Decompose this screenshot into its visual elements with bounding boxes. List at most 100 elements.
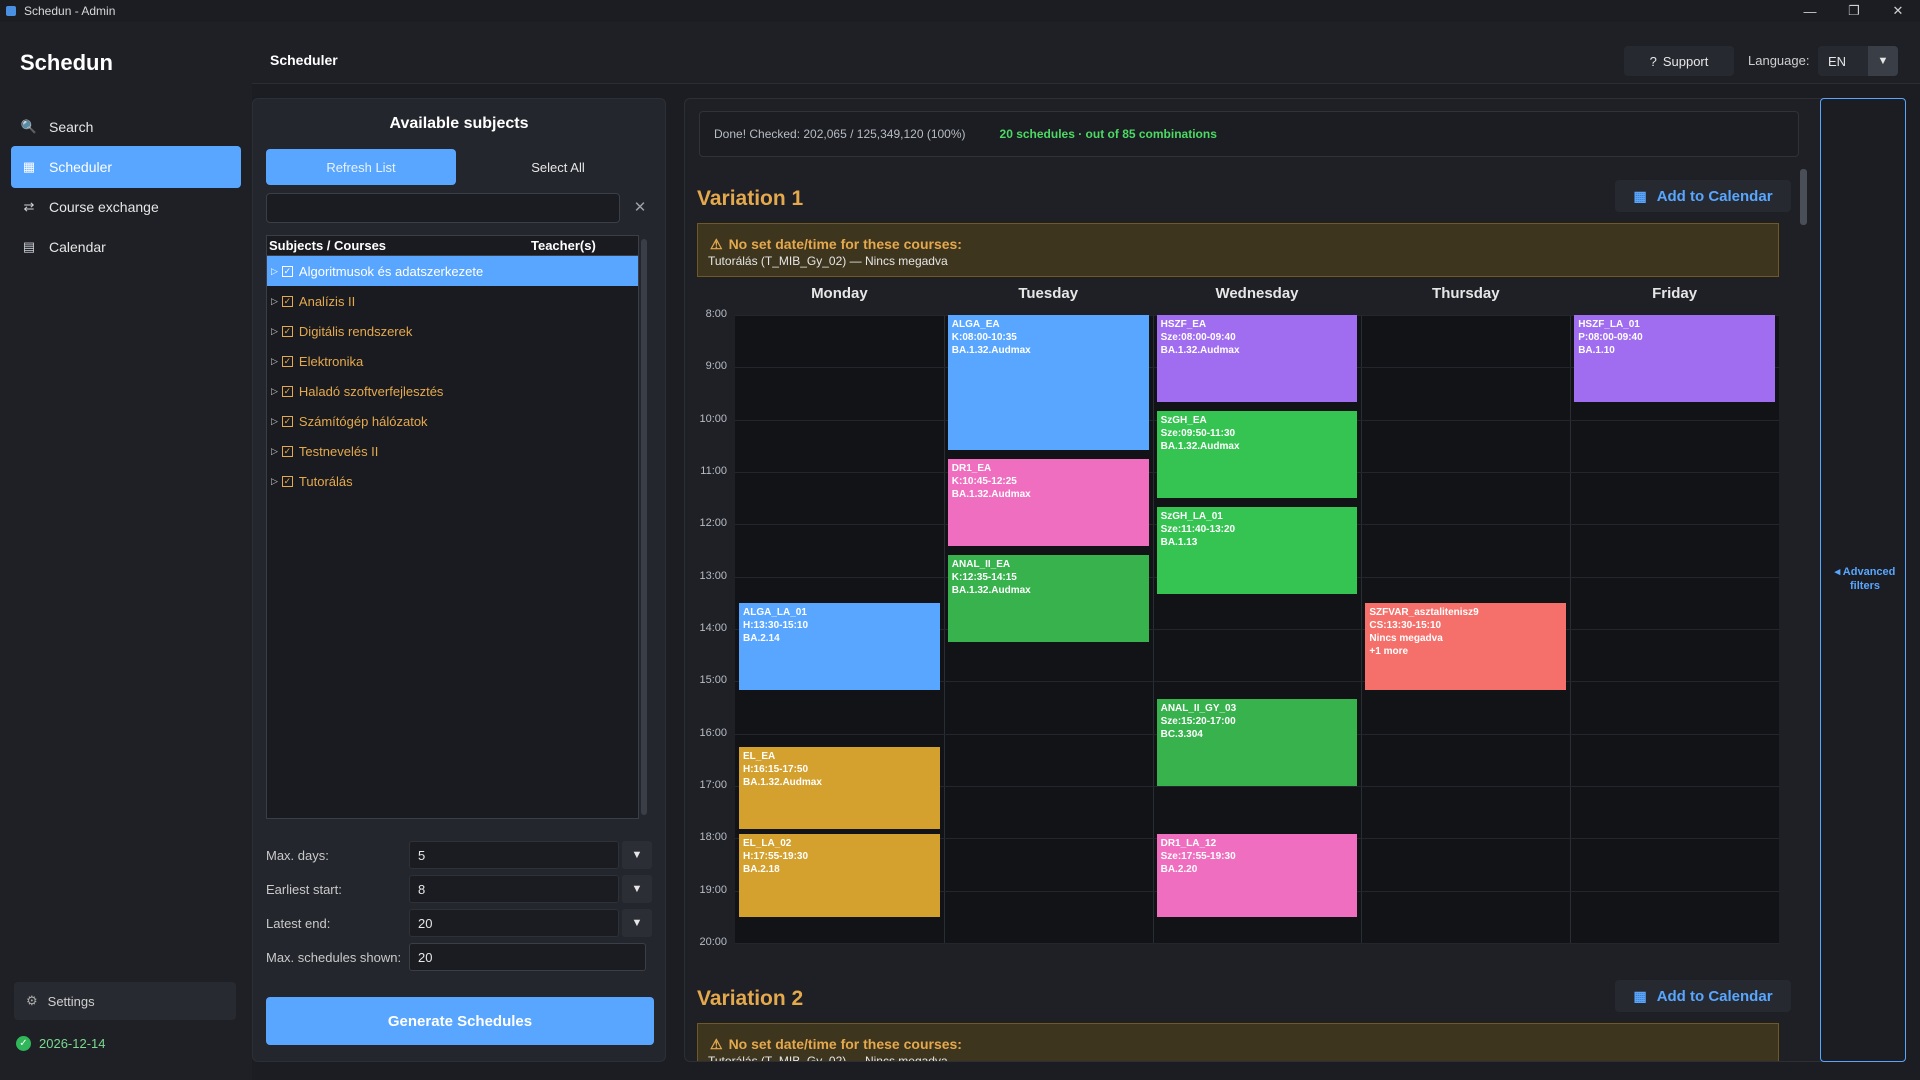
maximize-button[interactable]: ❐ — [1848, 3, 1860, 18]
tree-row[interactable]: ▷ ✓ Digitális rendszerek — [267, 316, 638, 346]
event-line: BA.2.18 — [743, 864, 780, 876]
course-event[interactable]: SZFVAR_asztalitenisz9 CS:13:30-15:10 Nincs… — [1365, 602, 1567, 691]
checkbox[interactable]: ✓ — [281, 265, 293, 277]
expand-icon[interactable]: ▷ — [271, 355, 278, 366]
max-schedules-input[interactable]: 20 — [409, 943, 646, 971]
warning-body: Tutorálás (T_MIB_Gy_02) — Nincs megadva — [708, 1054, 948, 1062]
advanced-filters-toggle[interactable]: ◂ Advanced filters — [1820, 98, 1906, 1062]
course-event[interactable]: DR1_LA_12 Sze:17:55-19:30 BA.2.20 — [1156, 834, 1358, 917]
event-line: K:12:35-14:15 — [951, 571, 1017, 583]
column-header-teachers[interactable]: Teacher(s) — [531, 238, 596, 253]
course-event[interactable]: ANAL_II_EA K:12:35-14:15 BA.1.32.Audmax — [947, 554, 1149, 643]
sidebar-item-scheduler[interactable]: ▦ Scheduler — [11, 146, 241, 188]
expand-icon[interactable]: ▷ — [271, 475, 278, 486]
day-header: Thursday — [1432, 285, 1500, 302]
course-event[interactable]: EL_EA H:16:15-17:50 BA.1.32.Audmax — [739, 746, 940, 830]
calendar-grid: ALGA_LA_01 H:13:30-15:10 BA.2.14 EL_EA H:16:… — [735, 315, 1779, 944]
calendar-icon: ▦ — [1633, 187, 1647, 204]
tree-row[interactable]: ▷ ✓ Számítógép hálózatok — [267, 406, 638, 436]
add-to-calendar-button[interactable]: ▦ Add to Calendar — [1615, 180, 1791, 212]
checkbox[interactable]: ✓ — [281, 295, 293, 307]
subject-label: Elektronika — [298, 353, 364, 369]
event-line: SzGH_LA_01 — [1160, 511, 1223, 523]
day-header: Monday — [811, 285, 868, 302]
max-days-select[interactable]: 5 — [409, 841, 619, 869]
hour-label: 8:00 — [705, 308, 727, 320]
event-line: BA.1.32.Audmax — [743, 776, 822, 788]
hour-line — [735, 943, 1779, 944]
results-scrollbar[interactable] — [1800, 169, 1807, 225]
support-button[interactable]: ? Support — [1624, 46, 1734, 76]
add-to-calendar-button[interactable]: ▦ Add to Calendar — [1615, 980, 1791, 1012]
hour-label: 10:00 — [699, 412, 727, 425]
gear-icon: ⚙ — [26, 993, 38, 1008]
select-all-button[interactable]: Select All — [531, 159, 585, 175]
chevron-down-icon[interactable]: ▼ — [1868, 46, 1898, 76]
tree-row[interactable]: ▷ ✓ Tutorálás — [267, 466, 638, 496]
generate-schedules-button[interactable]: Generate Schedules — [266, 997, 654, 1045]
tree-row[interactable]: ▷ ✓ Haladó szoftverfejlesztés — [267, 376, 638, 406]
minimize-button[interactable]: — — [1803, 3, 1817, 19]
hour-line — [735, 629, 1779, 630]
event-line: Sze:09:50-11:30 — [1160, 427, 1236, 439]
course-event[interactable]: SzGH_LA_01 Sze:11:40-13:20 BA.1.13 — [1156, 507, 1358, 594]
subject-search-input[interactable] — [266, 193, 620, 223]
course-event[interactable]: HSZF_LA_01 P:08:00-09:40 BA.1.10 — [1574, 315, 1775, 403]
expand-icon[interactable]: ▷ — [271, 325, 278, 336]
event-line: Sze:08:00-09:40 — [1160, 332, 1236, 343]
warning-title: No set date/time for these courses: — [728, 1036, 962, 1052]
chevron-down-icon[interactable]: ▼ — [622, 841, 652, 869]
expand-icon[interactable]: ▷ — [271, 415, 278, 426]
tree-row[interactable]: ▷ ✓ Elektronika — [267, 346, 638, 376]
event-line: H:13:30-15:10 — [743, 619, 809, 631]
course-event[interactable]: EL_LA_02 H:17:55-19:30 BA.2.18 — [739, 834, 940, 917]
checkbox[interactable]: ✓ — [281, 475, 293, 487]
checkbox[interactable]: ✓ — [281, 415, 293, 427]
tree-row[interactable]: ▷ ✓ Algoritmusok és adatszerkezete — [267, 256, 638, 286]
tree-scrollbar[interactable] — [641, 239, 647, 815]
language-select[interactable]: EN ▼ — [1818, 46, 1898, 76]
course-event[interactable]: SzGH_EA Sze:09:50-11:30 BA.1.32.Audmax — [1156, 410, 1358, 499]
checkbox[interactable]: ✓ — [281, 355, 293, 367]
sidebar-item-course-exchange[interactable]: ⇄ Course exchange — [11, 186, 241, 228]
event-line: BA.2.14 — [743, 632, 780, 644]
tree-row[interactable]: ▷ ✓ Analízis II — [267, 286, 638, 316]
tree-row[interactable]: ▷ ✓ Testnevelés II — [267, 436, 638, 466]
course-event[interactable]: ALGA_LA_01 H:13:30-15:10 BA.2.14 — [739, 602, 940, 691]
checkbox[interactable]: ✓ — [281, 385, 293, 397]
expand-icon[interactable]: ▷ — [271, 385, 278, 396]
course-event[interactable]: ALGA_EA K:08:00-10:35 BA.1.32.Audmax — [947, 315, 1149, 451]
advanced-filters-label[interactable]: ◂ Advanced filters — [1834, 566, 1896, 592]
close-button[interactable]: ✕ — [1892, 3, 1904, 18]
day-header: Friday — [1652, 285, 1698, 302]
expand-icon[interactable]: ▷ — [271, 295, 278, 306]
checkbox[interactable]: ✓ — [281, 445, 293, 457]
event-line: DR1_EA — [951, 462, 992, 474]
column-header-subjects[interactable]: Subjects / Courses — [269, 238, 387, 253]
expand-icon[interactable]: ▷ — [271, 445, 278, 456]
sidebar-item-search[interactable]: 🔍 Search — [11, 106, 241, 148]
latest-end-select[interactable]: 20 — [409, 909, 619, 937]
chevron-down-icon[interactable]: ▼ — [622, 875, 652, 903]
hour-label: 14:00 — [699, 622, 727, 634]
subjects-tree[interactable]: Subjects / Courses Teacher(s) ▷ ✓ Algoritm… — [266, 235, 639, 819]
course-event[interactable]: DR1_EA K:10:45-12:25 BA.1.32.Audmax — [947, 458, 1149, 547]
earliest-start-select[interactable]: 8 — [409, 875, 619, 903]
event-line: BA.1.32.Audmax — [951, 488, 1031, 500]
window-title: Schedun - Admin — [24, 4, 116, 18]
sidebar-item-calendar[interactable]: ▤ Calendar — [11, 226, 241, 268]
earliest-start-row: Earliest start: 8 ▼ — [266, 875, 654, 903]
refresh-list-button[interactable]: Refresh List — [266, 149, 456, 185]
clear-search-icon[interactable]: ✕ — [633, 199, 647, 216]
course-event[interactable]: ANAL_II_GY_03 Sze:15:20-17:00 BC.3.304 — [1156, 698, 1358, 786]
event-line: BA.2.20 — [1160, 864, 1198, 876]
subject-label: Számítógép hálózatok — [298, 413, 428, 429]
hour-label: 16:00 — [699, 726, 727, 739]
checkbox[interactable]: ✓ — [281, 325, 293, 337]
course-event[interactable]: HSZF_EA Sze:08:00-09:40 BA.1.32.Audmax — [1156, 315, 1358, 403]
settings-button[interactable]: ⚙ Settings — [14, 982, 236, 1020]
warning-title: No set date/time for these courses: — [728, 236, 962, 252]
event-line: ALGA_EA — [951, 319, 1000, 330]
expand-icon[interactable]: ▷ — [271, 265, 278, 276]
chevron-down-icon[interactable]: ▼ — [622, 909, 652, 937]
